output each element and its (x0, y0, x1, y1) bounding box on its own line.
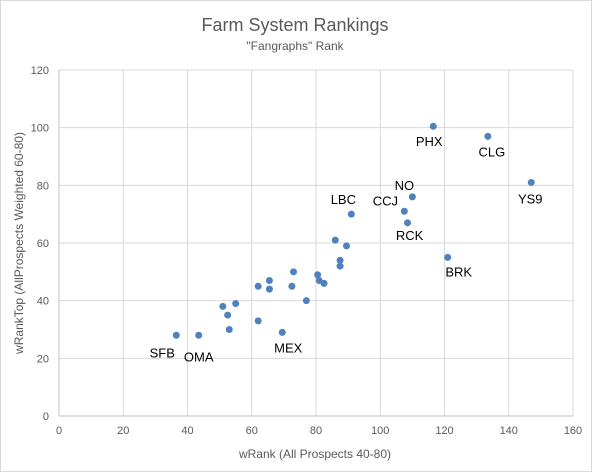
data-point (224, 311, 232, 319)
y-tick-label: 100 (31, 123, 49, 135)
data-point (254, 282, 262, 290)
y-tick-label: 120 (31, 65, 49, 77)
data-point (195, 331, 203, 339)
data-point (254, 317, 262, 325)
data-point (172, 331, 180, 339)
x-tick-label: 40 (181, 425, 193, 437)
data-point (331, 236, 339, 244)
point-label: RCK (396, 228, 424, 243)
data-point (265, 285, 273, 293)
data-point (336, 256, 344, 264)
data-point (400, 207, 408, 215)
axes (58, 70, 573, 417)
x-tick-label: 20 (117, 425, 129, 437)
x-tick-label: 60 (246, 425, 258, 437)
data-point (290, 268, 298, 276)
gridlines (59, 69, 574, 416)
data-point (219, 302, 227, 310)
data-point (404, 219, 412, 227)
y-tick-label: 40 (37, 296, 49, 308)
point-label: NO (395, 178, 415, 193)
x-tick-label: 120 (435, 425, 453, 437)
data-point (314, 271, 322, 279)
data-point (444, 253, 452, 261)
x-tick-label: 140 (500, 425, 518, 437)
x-tick-label: 0 (56, 425, 62, 437)
data-points (172, 122, 535, 339)
y-tick-label: 20 (37, 353, 49, 365)
point-label: PHX (416, 134, 443, 149)
chart-subtitle: "Fangraphs" Rank (246, 39, 344, 53)
point-label: CCJ (373, 193, 398, 208)
data-point (429, 122, 437, 130)
data-point (278, 328, 286, 336)
data-point (232, 300, 240, 308)
data-point (320, 279, 328, 287)
x-tick-label: 80 (310, 425, 322, 437)
data-point (265, 276, 273, 284)
data-point (343, 242, 351, 250)
y-axis-title: wRankTop (AllProspects Weighted 60-80) (12, 132, 26, 355)
y-tick-label: 60 (37, 238, 49, 250)
data-point (484, 132, 492, 140)
data-point (527, 178, 535, 186)
point-label: LBC (331, 192, 356, 207)
data-point (302, 297, 310, 305)
point-label: MEX (274, 340, 303, 355)
data-point (336, 262, 344, 270)
y-tick-label: 80 (37, 180, 49, 192)
data-point (347, 210, 355, 218)
point-label: CLG (479, 144, 506, 159)
point-label: BRK (445, 264, 472, 279)
x-tick-label: 100 (371, 425, 389, 437)
point-label: SFB (150, 345, 175, 360)
data-point (288, 282, 296, 290)
data-point (225, 326, 233, 333)
data-point (408, 193, 416, 201)
point-label: OMA (184, 349, 214, 364)
tick-labels: 0 20 40 60 80 100 120 140 160 0 20 40 60 80 100 120 (31, 65, 583, 437)
y-tick-label: 0 (43, 411, 49, 423)
x-tick-label: 160 (564, 425, 582, 437)
x-axis-title: wRank (All Prospects 40-80) (238, 447, 391, 461)
chart-title: Farm System Rankings (201, 15, 388, 35)
point-label: YS9 (518, 191, 543, 206)
